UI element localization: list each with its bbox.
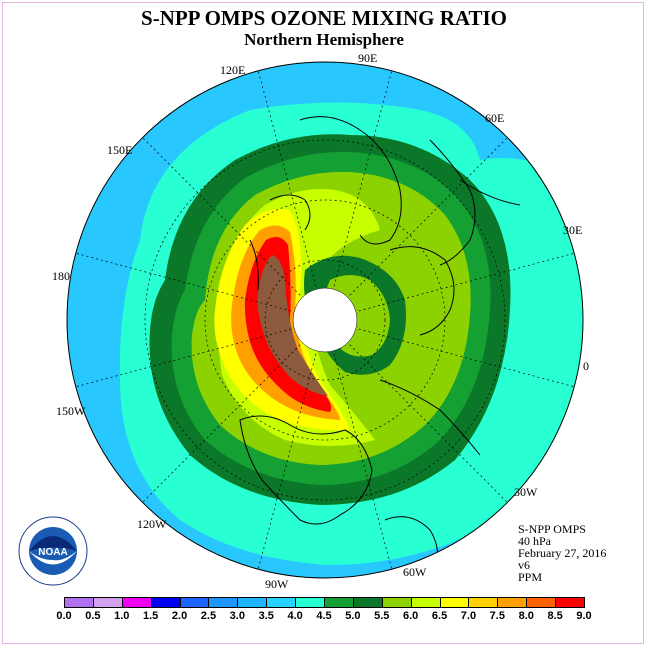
colorbar-tick-label: 4.0 (287, 610, 303, 622)
colorbar-swatch (526, 597, 557, 608)
noaa-logo: NOAA (18, 516, 88, 586)
latitude-circle (264, 259, 386, 381)
colorbar-tick-label: 3.0 (229, 610, 245, 622)
lon-label-180: 180 (52, 269, 70, 283)
colorbar-tick-label: 5.5 (374, 610, 390, 622)
colorbar-tick-label: 1.0 (114, 610, 130, 622)
colorbar-tick-label: 2.0 (171, 610, 188, 622)
lon-label-120w: 120W (137, 517, 167, 531)
info-date: February 27, 2016 (518, 546, 607, 560)
colorbar-tick-label: 8.5 (547, 610, 563, 622)
colorbar-swatch (468, 597, 499, 608)
lon-label-120e: 120E (220, 63, 246, 77)
colorbar-swatch (324, 597, 354, 608)
colorbar-labels: 0.0 0.5 1.0 1.5 2.0 2.5 3.0 3.5 4.0 4.5 5.0 5.5 6.0 6… (0, 610, 648, 624)
latitude-circle (204, 199, 446, 441)
colorbar-swatch (266, 597, 297, 608)
colorbar-swatch (439, 597, 470, 608)
latitude-circle (144, 139, 506, 501)
colorbar-tick-label: 3.5 (258, 610, 274, 622)
colorbar-swatch (555, 597, 585, 608)
colorbar-tick-label: 7.5 (489, 610, 505, 622)
colorbar (64, 597, 585, 608)
lon-label-30e: 30E (563, 223, 583, 237)
lon-label-0: 0 (583, 359, 589, 373)
colorbar-tick-label: 7.0 (460, 610, 477, 622)
lon-label-60w: 60W (403, 565, 427, 579)
colorbar-swatch (410, 597, 441, 608)
colorbar-swatch (381, 597, 412, 608)
map-boundary (66, 61, 584, 579)
map-title: S-NPP OMPS OZONE MIXING RATIO (141, 6, 507, 30)
colorbar-swatch (497, 597, 528, 608)
colorbar-swatch (121, 597, 152, 608)
map-info-block: S-NPP OMPS 40 hPa February 27, 2016 v6 P… (518, 523, 606, 583)
ozone-band-brown (257, 255, 328, 396)
colorbar-swatch (150, 597, 181, 608)
meridian-line (324, 319, 575, 388)
lon-label-150e: 150E (107, 143, 133, 157)
lon-label-90e: 90E (358, 51, 378, 65)
meridian-line (324, 319, 393, 570)
graticule (75, 70, 575, 570)
info-level: 40 hPa (518, 534, 551, 548)
colorbar-tick-label: 0.0 (56, 610, 72, 622)
meridian-line (142, 319, 326, 503)
lon-label-150w: 150W (56, 404, 86, 418)
meridian-line (324, 252, 575, 321)
colorbar-tick-label: 8.0 (518, 610, 534, 622)
lon-label-30w: 30W (514, 485, 538, 499)
info-instrument: S-NPP OMPS (518, 522, 586, 536)
colorbar-swatch (64, 597, 94, 608)
colorbar-swatch (237, 597, 268, 608)
colorbar-tick-label: 1.5 (143, 610, 159, 622)
meridian-line (142, 137, 326, 321)
colorbar-swatch (208, 597, 239, 608)
colorbar-tick-label: 4.5 (316, 610, 332, 622)
colorbar-tick-label: 6.0 (403, 610, 419, 622)
info-version: v6 (518, 558, 530, 572)
colorbar-tick-label: 6.5 (431, 610, 448, 622)
lon-label-60e: 60E (485, 111, 505, 125)
colorbar-tick-label: 2.5 (200, 610, 217, 622)
noaa-logo-text: NOAA (38, 547, 67, 558)
colorbar-swatch (179, 597, 210, 608)
colorbar-swatch (352, 597, 383, 608)
map-subtitle: Northern Hemisphere (244, 30, 404, 49)
colorbar-tick-label: 9.0 (576, 610, 592, 622)
colorbar-tick-label: 5.0 (345, 610, 361, 622)
meridian-line (257, 319, 326, 570)
info-units: PPM (518, 570, 543, 584)
colorbar-swatch (92, 597, 123, 608)
colorbar-swatch (295, 597, 325, 608)
polar-no-data-hole (292, 287, 358, 353)
colorbar-tick-label: 0.5 (85, 610, 101, 622)
meridian-line (324, 319, 508, 503)
meridian-line (324, 137, 508, 321)
coastlines (239, 116, 521, 576)
lon-label-90w: 90W (265, 577, 289, 591)
